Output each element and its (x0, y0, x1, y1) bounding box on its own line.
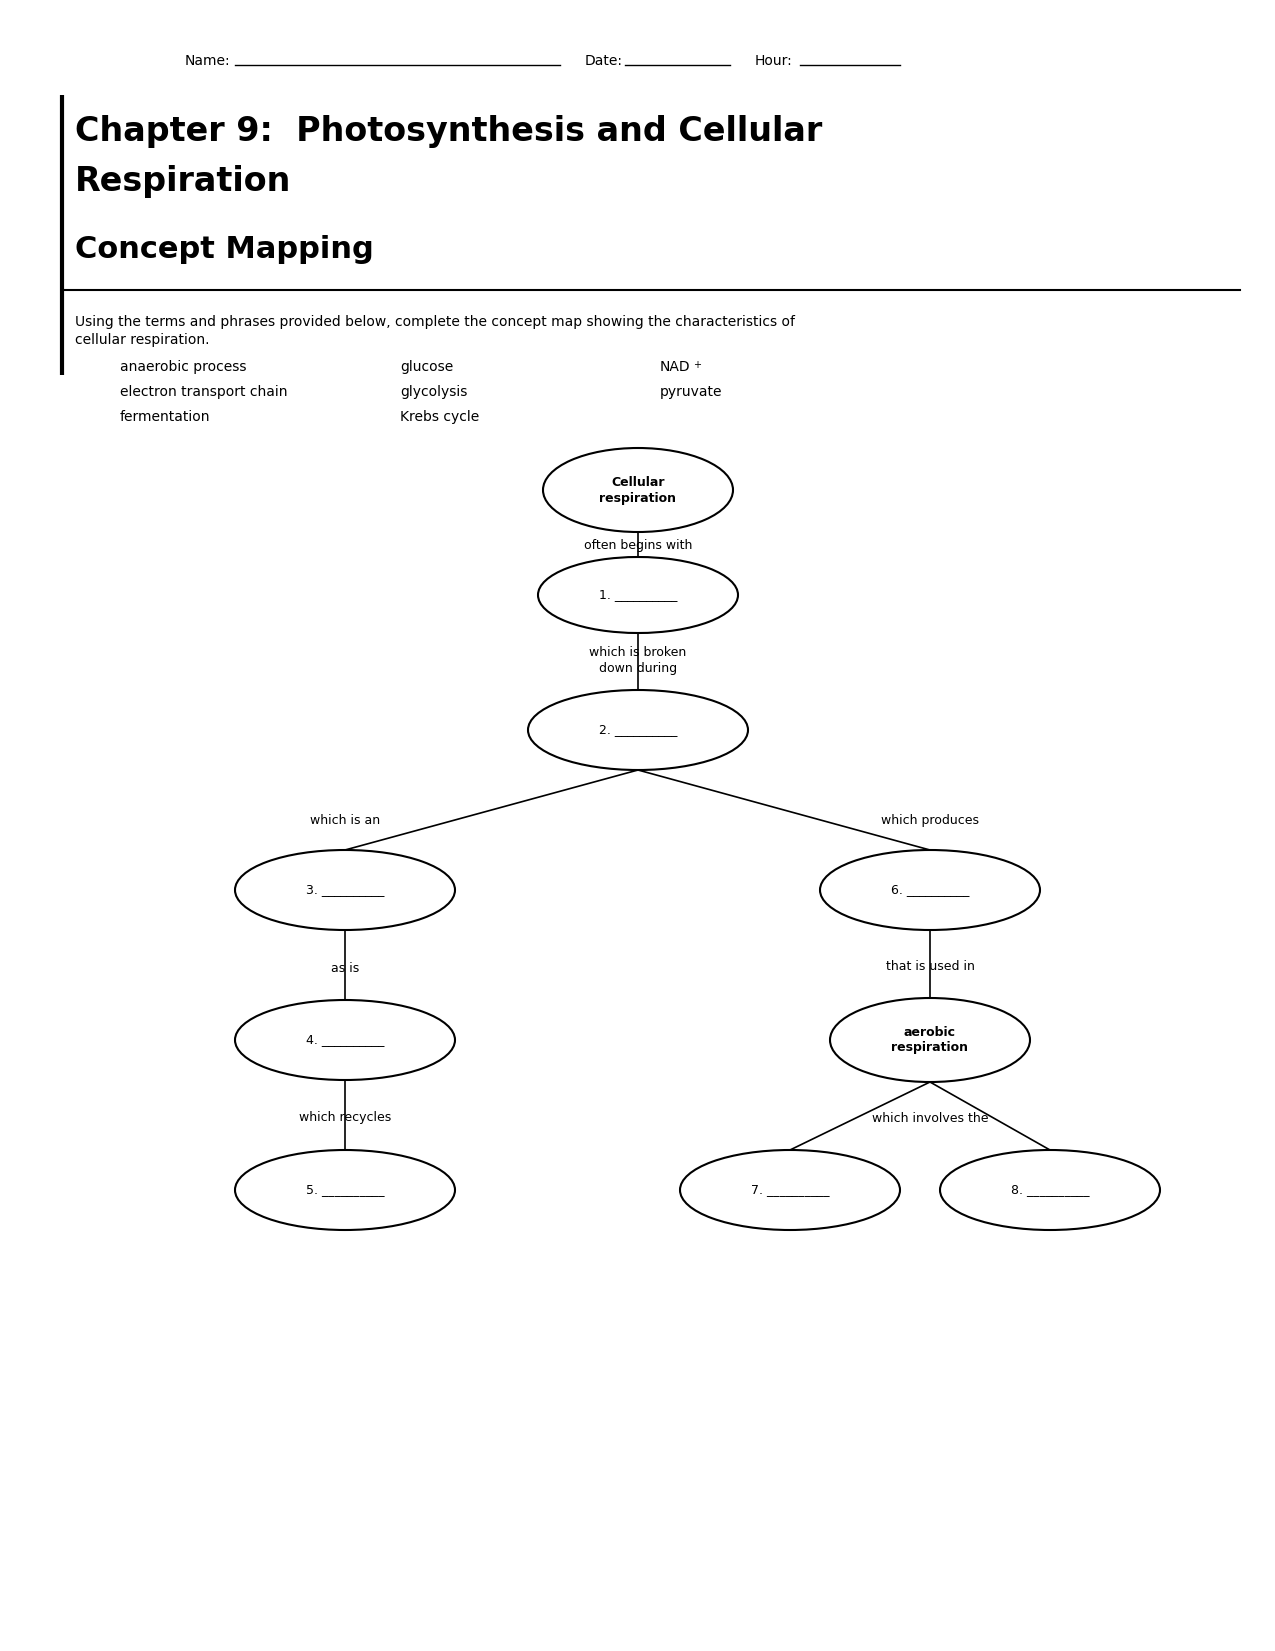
Text: Chapter 9:  Photosynthesis and Cellular: Chapter 9: Photosynthesis and Cellular (75, 116, 822, 149)
Ellipse shape (820, 850, 1040, 930)
Text: 2. __________: 2. __________ (599, 723, 677, 736)
Text: which recycles: which recycles (298, 1111, 391, 1124)
Text: NAD: NAD (660, 360, 691, 375)
Text: 8. __________: 8. __________ (1011, 1184, 1089, 1197)
Text: as is: as is (332, 961, 360, 974)
Ellipse shape (528, 690, 748, 769)
Text: 3. __________: 3. __________ (306, 883, 384, 896)
Text: Using the terms and phrases provided below, complete the concept map showing the: Using the terms and phrases provided bel… (75, 315, 796, 347)
Ellipse shape (830, 997, 1030, 1081)
Text: pyruvate: pyruvate (660, 385, 723, 400)
Text: Name:: Name: (185, 54, 231, 68)
Text: 6. __________: 6. __________ (891, 883, 969, 896)
Text: fermentation: fermentation (120, 409, 210, 424)
Text: aerobic
respiration: aerobic respiration (891, 1025, 969, 1055)
Text: 1. __________: 1. __________ (599, 588, 677, 601)
Text: +: + (694, 360, 701, 370)
Ellipse shape (543, 447, 733, 532)
Text: that is used in: that is used in (886, 959, 974, 972)
Text: glycolysis: glycolysis (400, 385, 468, 400)
Text: often begins with: often begins with (584, 538, 692, 551)
Text: 7. __________: 7. __________ (751, 1184, 829, 1197)
Text: which produces: which produces (881, 814, 979, 827)
Ellipse shape (940, 1151, 1160, 1230)
Ellipse shape (680, 1151, 900, 1230)
Ellipse shape (538, 556, 738, 632)
Ellipse shape (235, 850, 455, 930)
Text: Respiration: Respiration (75, 165, 292, 198)
Text: Concept Mapping: Concept Mapping (75, 234, 374, 264)
Ellipse shape (235, 1151, 455, 1230)
Text: Hour:: Hour: (755, 54, 793, 68)
Text: electron transport chain: electron transport chain (120, 385, 287, 400)
Text: Cellular
respiration: Cellular respiration (599, 475, 677, 505)
Text: 4. __________: 4. __________ (306, 1034, 384, 1047)
Text: glucose: glucose (400, 360, 453, 375)
Text: 5. __________: 5. __________ (306, 1184, 384, 1197)
Text: Krebs cycle: Krebs cycle (400, 409, 479, 424)
Ellipse shape (235, 1001, 455, 1080)
Text: Date:: Date: (585, 54, 623, 68)
Text: anaerobic process: anaerobic process (120, 360, 246, 375)
Text: which involves the: which involves the (872, 1111, 988, 1124)
Text: which is an: which is an (310, 814, 380, 827)
Text: which is broken
down during: which is broken down during (589, 646, 687, 675)
